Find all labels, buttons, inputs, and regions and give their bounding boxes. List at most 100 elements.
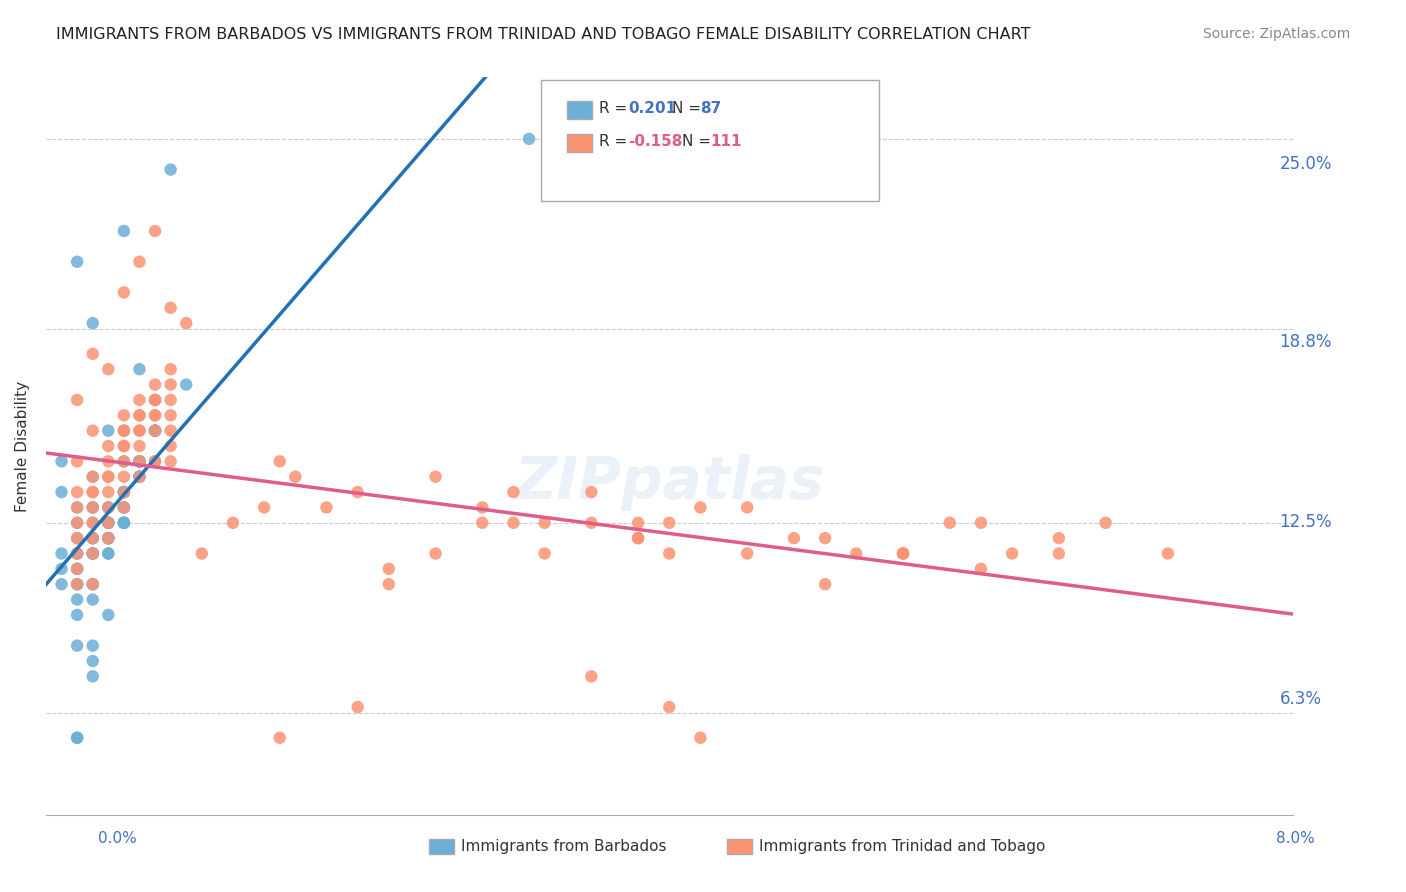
Point bbox=[112, 439, 135, 453]
Point bbox=[128, 392, 150, 407]
Point bbox=[128, 469, 150, 483]
Point bbox=[82, 547, 104, 561]
Point bbox=[82, 592, 104, 607]
Point bbox=[143, 392, 166, 407]
Point bbox=[66, 254, 89, 268]
Point bbox=[159, 392, 181, 407]
Text: 6.3%: 6.3% bbox=[1279, 690, 1322, 708]
Point bbox=[82, 654, 104, 668]
Point bbox=[159, 439, 181, 453]
Point bbox=[97, 469, 120, 483]
Point bbox=[128, 424, 150, 438]
Point bbox=[143, 377, 166, 392]
Point bbox=[128, 454, 150, 468]
Point bbox=[425, 547, 447, 561]
Point bbox=[97, 516, 120, 530]
Point bbox=[97, 424, 120, 438]
Point bbox=[112, 500, 135, 515]
Point bbox=[658, 516, 681, 530]
Point bbox=[66, 531, 89, 545]
Point bbox=[112, 500, 135, 515]
Text: 87: 87 bbox=[700, 102, 721, 116]
Point bbox=[66, 547, 89, 561]
Point bbox=[159, 454, 181, 468]
Point bbox=[128, 454, 150, 468]
Point bbox=[112, 500, 135, 515]
Point bbox=[112, 485, 135, 500]
Point bbox=[112, 454, 135, 468]
Point bbox=[82, 500, 104, 515]
Point bbox=[128, 454, 150, 468]
Text: R =: R = bbox=[599, 135, 633, 149]
Point bbox=[143, 424, 166, 438]
Point bbox=[112, 485, 135, 500]
Point bbox=[97, 500, 120, 515]
Point bbox=[315, 500, 337, 515]
Point bbox=[66, 516, 89, 530]
Point bbox=[581, 669, 603, 683]
Point bbox=[97, 362, 120, 376]
Point bbox=[112, 485, 135, 500]
Point bbox=[502, 516, 524, 530]
Point bbox=[112, 409, 135, 423]
Point bbox=[346, 700, 368, 714]
Point bbox=[97, 547, 120, 561]
Point bbox=[159, 424, 181, 438]
Point bbox=[143, 424, 166, 438]
Point bbox=[82, 469, 104, 483]
Point bbox=[97, 547, 120, 561]
Point bbox=[191, 547, 214, 561]
Text: Immigrants from Barbados: Immigrants from Barbados bbox=[461, 839, 666, 854]
Point bbox=[51, 485, 73, 500]
Point bbox=[112, 285, 135, 300]
Point bbox=[82, 424, 104, 438]
Point bbox=[112, 516, 135, 530]
Point bbox=[128, 454, 150, 468]
Point bbox=[82, 547, 104, 561]
Point bbox=[112, 439, 135, 453]
Point bbox=[51, 547, 73, 561]
Point bbox=[112, 454, 135, 468]
Text: 0.0%: 0.0% bbox=[98, 831, 138, 846]
Point bbox=[82, 577, 104, 591]
Text: 18.8%: 18.8% bbox=[1279, 333, 1331, 351]
Point bbox=[66, 562, 89, 576]
Point bbox=[143, 392, 166, 407]
Point bbox=[97, 516, 120, 530]
Point bbox=[346, 485, 368, 500]
Text: N =: N = bbox=[682, 135, 716, 149]
Text: 25.0%: 25.0% bbox=[1279, 155, 1331, 173]
Point bbox=[1047, 547, 1070, 561]
Point bbox=[97, 531, 120, 545]
Point bbox=[66, 577, 89, 591]
Point bbox=[82, 347, 104, 361]
Point bbox=[97, 516, 120, 530]
Point bbox=[51, 562, 73, 576]
Point bbox=[159, 377, 181, 392]
Point bbox=[82, 316, 104, 330]
Point bbox=[159, 362, 181, 376]
Point bbox=[128, 409, 150, 423]
Point bbox=[128, 454, 150, 468]
Point bbox=[128, 454, 150, 468]
Point bbox=[891, 547, 914, 561]
Point bbox=[783, 531, 806, 545]
Point bbox=[66, 607, 89, 622]
Point bbox=[97, 531, 120, 545]
Point bbox=[66, 500, 89, 515]
Point bbox=[82, 531, 104, 545]
Point bbox=[112, 424, 135, 438]
Point bbox=[159, 301, 181, 315]
Point bbox=[82, 531, 104, 545]
Point bbox=[97, 516, 120, 530]
Point bbox=[378, 577, 401, 591]
Point bbox=[66, 577, 89, 591]
Point bbox=[128, 469, 150, 483]
Point bbox=[112, 424, 135, 438]
Point bbox=[425, 469, 447, 483]
Point bbox=[82, 485, 104, 500]
Point bbox=[143, 409, 166, 423]
Point bbox=[66, 639, 89, 653]
Point bbox=[143, 392, 166, 407]
Point bbox=[128, 424, 150, 438]
